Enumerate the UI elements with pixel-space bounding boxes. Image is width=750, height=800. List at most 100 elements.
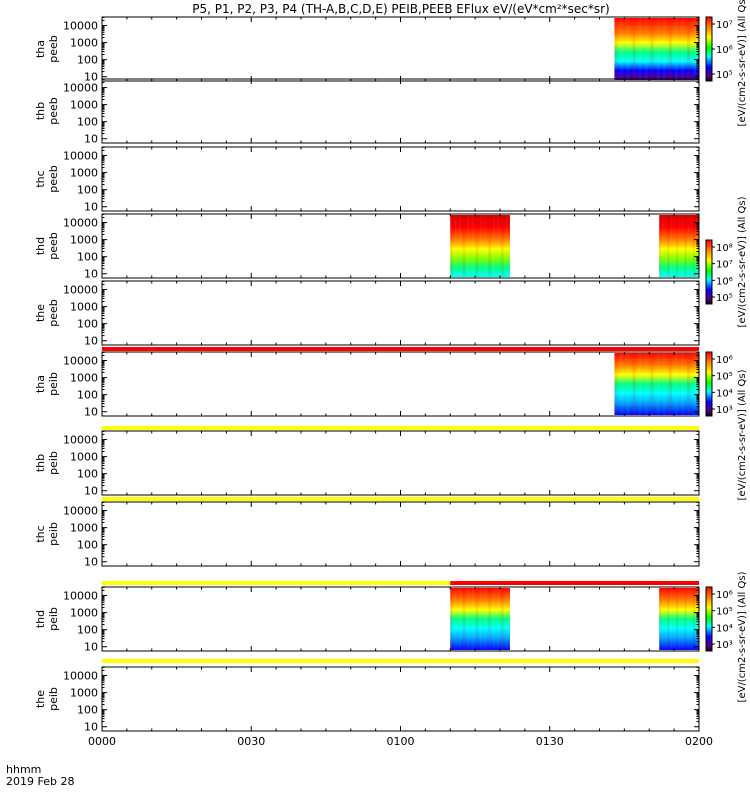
spectrogram-texture [505, 215, 508, 277]
spectrogram-texture [450, 215, 453, 277]
spectrogram-texture [673, 588, 675, 650]
panel-label-probe: thc [34, 525, 47, 542]
panel-label-probe: thd [34, 610, 47, 628]
colorbar-2: 10⁵ 10⁶ 10⁷ 10⁸ [eV/(cm2-s-sr-eV)] (All Qs) [705, 196, 748, 327]
spectrogram-texture [454, 215, 457, 277]
spectrogram-texture [626, 18, 630, 80]
panel-tha-peeb: 10 100 1000 10000 tha peeb [34, 16, 700, 84]
panel-frame [101, 351, 700, 417]
colorbar-axis-label: [eV/(cm2-s-sr-eV)] (All Qs) [737, 196, 748, 327]
spectrogram-texture [480, 215, 483, 277]
spectrogram-texture [614, 353, 618, 415]
spectrogram-texture [463, 588, 466, 650]
y-tick-label: 1000 [70, 687, 98, 700]
colorbar-tick-label: 10⁷ [716, 20, 733, 31]
colorbar-axis-label: [eV/(cm2-s-sr-eV)] (All Qs) [737, 369, 748, 500]
spectrogram-texture [475, 588, 478, 650]
spectrogram-texture [644, 353, 648, 415]
spectrogram-texture [680, 353, 684, 415]
panel-frame [101, 280, 700, 346]
spectrogram-texture [614, 18, 618, 80]
panel-tha-peib: 10 100 1000 10000 tha peib [34, 351, 700, 419]
spectrogram-texture [638, 353, 642, 415]
y-tick-label: 10 [84, 641, 98, 654]
y-tick-label: 10000 [63, 82, 98, 95]
panel-frame [101, 501, 700, 567]
spectrogram-texture [484, 588, 487, 650]
y-tick-label: 10000 [63, 217, 98, 230]
y-tick-label: 1000 [70, 372, 98, 385]
spectrogram-texture [680, 18, 684, 80]
y-tick-label: 100 [77, 704, 98, 717]
colorbar-tick-label: 10⁴ [716, 388, 733, 399]
y-tick-label: 100 [77, 184, 98, 197]
panel-label-probe: thb [34, 454, 47, 472]
spectrogram-texture [674, 353, 678, 415]
y-tick-label: 1000 [70, 451, 98, 464]
spectrogram-texture [492, 215, 496, 277]
y-tick-label: 100 [77, 539, 98, 552]
spectrogram-texture [501, 215, 504, 277]
x-tick-label: 0130 [536, 735, 564, 748]
spectrogram-block [614, 18, 699, 80]
spectrogram-texture [693, 588, 695, 650]
panel-label-probe: thd [34, 237, 47, 255]
x-tick-label: 0200 [685, 735, 713, 748]
spectrogram-texture [664, 215, 667, 277]
spectrogram-texture [664, 588, 667, 650]
spectrogram-texture [667, 588, 670, 650]
colorbar-tick-label: 10⁴ [716, 623, 733, 634]
flag-bar [102, 497, 699, 501]
panel-thc-peib: 10 100 1000 10000 thc peib [34, 501, 700, 569]
spectrogram-block [614, 353, 699, 415]
panel-label-probe: tha [34, 40, 47, 58]
spectrogram-texture [687, 215, 690, 277]
y-tick-label: 1000 [70, 522, 98, 535]
panel-thb-peeb: 10 100 1000 10000 thb peeb [34, 78, 700, 146]
panel-label-product: peib [47, 372, 60, 396]
spectrogram-texture [668, 18, 672, 80]
spectrogram-block [450, 215, 510, 277]
panel-thd-peib: 10 100 1000 10000 thd peib [34, 586, 700, 654]
spectrogram-texture [497, 215, 500, 277]
panel-thd-peeb: 10 100 1000 10000 thd peeb [34, 213, 700, 281]
colorbar-1: 10⁵ 10⁶ 10⁷ [eV/(cm2-s-sr-eV)] (All Qs) [705, 0, 748, 126]
spectrogram-texture [650, 353, 654, 415]
colorbar-tick-label: 10⁵ [716, 70, 733, 81]
y-tick-label: 100 [77, 624, 98, 637]
y-tick-label: 10 [84, 133, 98, 146]
flag-segment-red [450, 581, 699, 585]
spectrogram-texture [650, 18, 654, 80]
colorbar-4: 10³ 10⁴ 10⁵ 10⁶ [eV/(cm2-s-sr-eV)] (All Qs) [705, 571, 748, 702]
spectrogram-texture [674, 18, 678, 80]
panel-frame [101, 430, 700, 496]
y-tick-label: 10 [84, 201, 98, 214]
colorbar-tick-label: 10⁵ [716, 293, 733, 304]
spectrogram-texture [620, 353, 624, 415]
spectrogram-texture [480, 588, 483, 650]
time-axis-label: hhmm [6, 763, 41, 776]
flag-segment-yellow [102, 581, 451, 585]
flag-segment-yellow [102, 426, 699, 430]
spectrogram-texture [679, 588, 681, 650]
flag-segment-yellow [102, 497, 699, 501]
y-tick-label: 100 [77, 116, 98, 129]
spectrogram-texture [450, 588, 453, 650]
date-label: 2019 Feb 28 [6, 775, 74, 788]
spectrogram-texture [644, 18, 648, 80]
spectrogram-texture [656, 353, 660, 415]
spectrogram-texture [684, 215, 687, 277]
y-tick-label: 10000 [63, 434, 98, 447]
y-tick-label: 100 [77, 318, 98, 331]
y-tick-label: 1000 [70, 167, 98, 180]
panel-frame [101, 78, 700, 144]
y-tick-label: 10000 [63, 590, 98, 603]
y-tick-label: 10000 [63, 505, 98, 518]
colorbar-tick-label: 10⁶ [716, 590, 733, 601]
colorbar-tick-label: 10⁶ [716, 355, 733, 366]
panel-frame [101, 666, 700, 732]
spectrogram-texture [501, 588, 504, 650]
spectrogram-texture [687, 588, 690, 650]
y-tick-label: 10000 [63, 284, 98, 297]
